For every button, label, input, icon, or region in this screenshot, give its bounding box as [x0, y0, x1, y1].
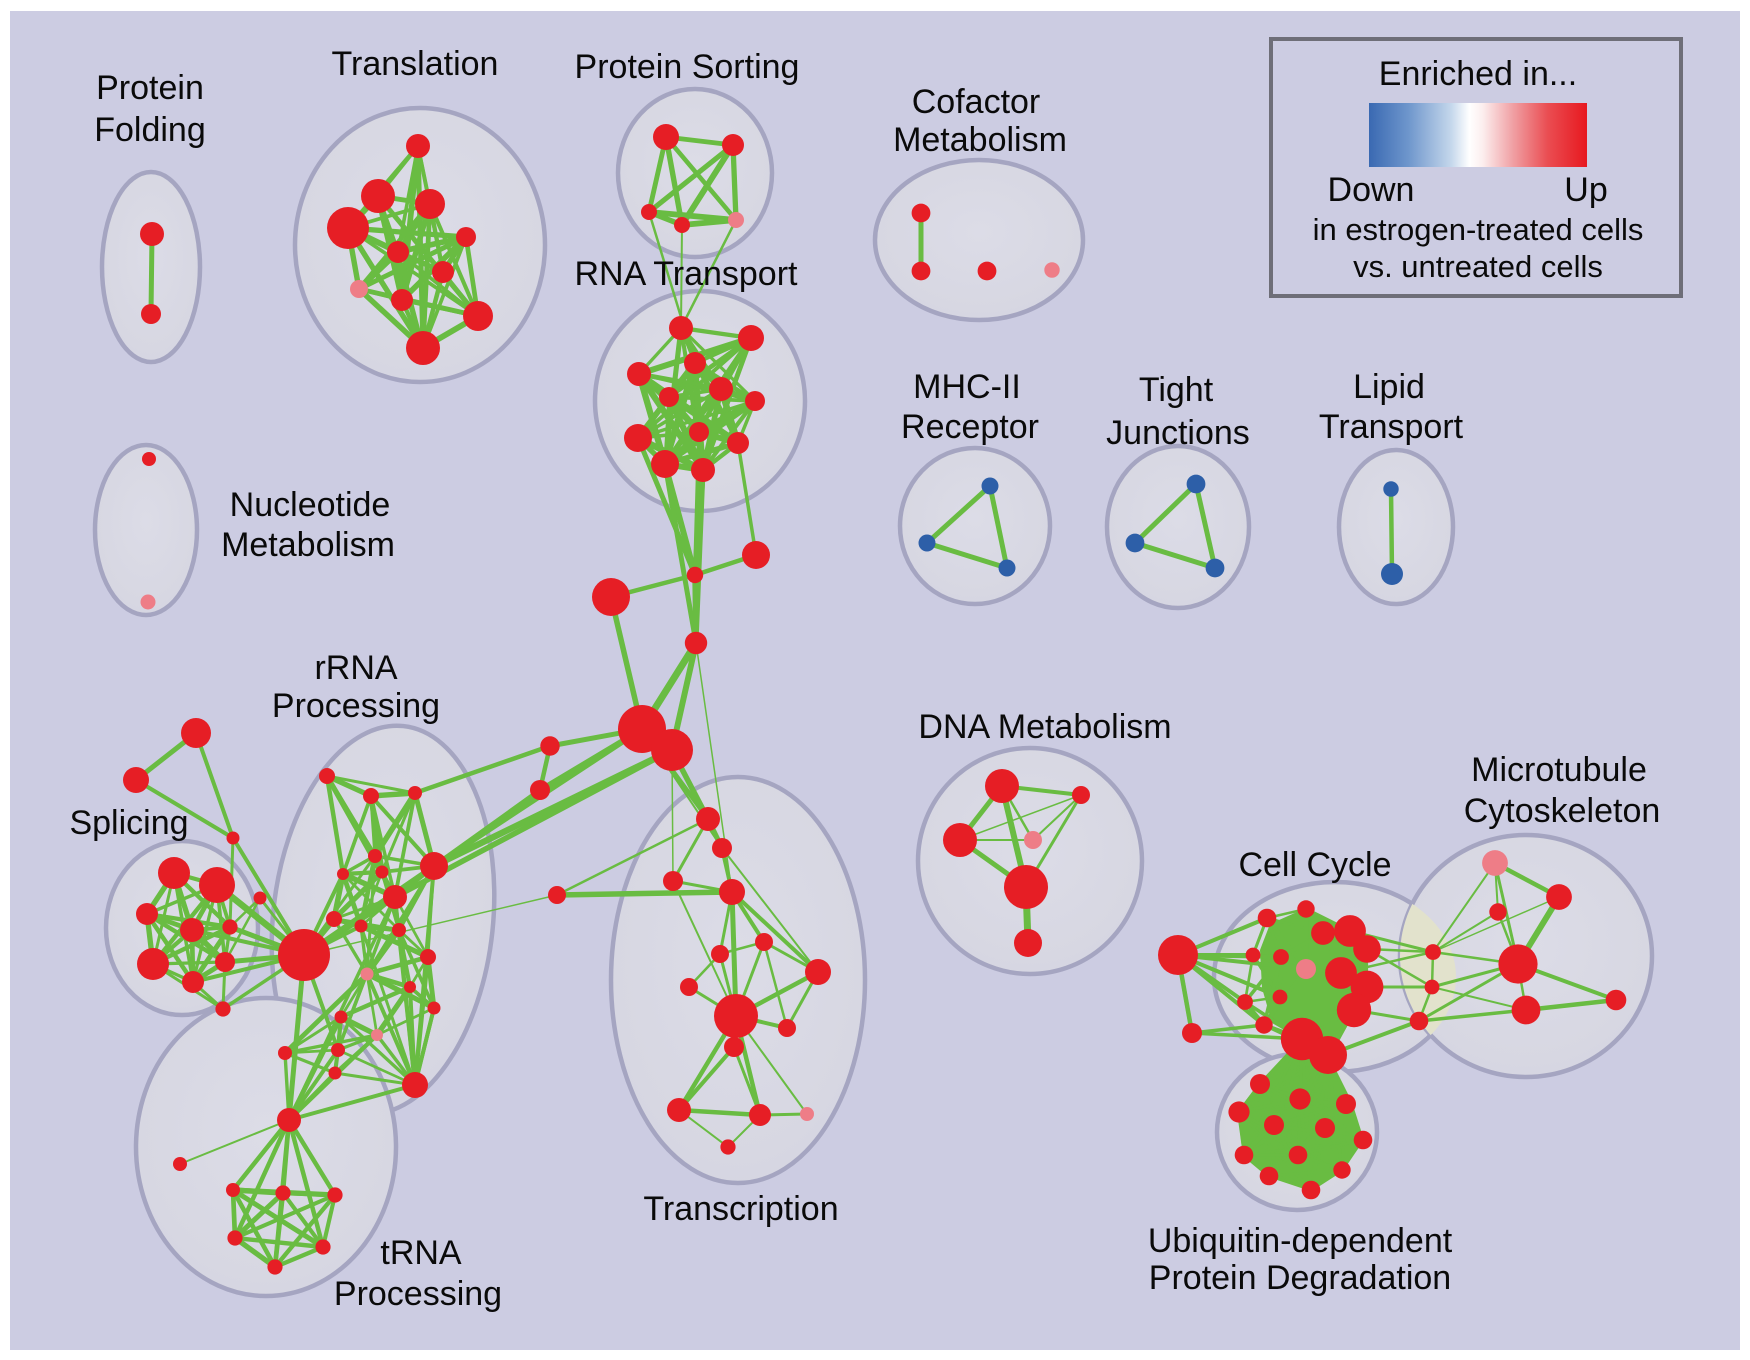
svg-text:Junctions: Junctions	[1106, 414, 1250, 452]
svg-text:rRNA: rRNA	[314, 649, 397, 687]
svg-text:vs. untreated cells: vs. untreated cells	[1353, 249, 1603, 284]
svg-text:DNA Metabolism: DNA Metabolism	[918, 708, 1171, 746]
svg-text:Microtubule: Microtubule	[1471, 751, 1647, 789]
svg-text:Cytoskeleton: Cytoskeleton	[1464, 792, 1661, 830]
svg-text:Protein Degradation: Protein Degradation	[1149, 1259, 1451, 1297]
svg-text:Processing: Processing	[334, 1275, 502, 1313]
svg-text:Nucleotide: Nucleotide	[230, 486, 391, 524]
svg-text:Receptor: Receptor	[901, 408, 1039, 446]
svg-text:Protein Sorting: Protein Sorting	[575, 48, 800, 86]
svg-text:Enriched in...: Enriched in...	[1379, 55, 1577, 93]
svg-text:RNA Transport: RNA Transport	[575, 255, 799, 293]
svg-text:Cofactor: Cofactor	[912, 83, 1041, 121]
svg-text:Metabolism: Metabolism	[893, 121, 1067, 159]
svg-text:Cell Cycle: Cell Cycle	[1238, 846, 1391, 884]
svg-text:Lipid: Lipid	[1353, 368, 1425, 406]
svg-text:Metabolism: Metabolism	[221, 526, 395, 564]
svg-text:Ubiquitin-dependent: Ubiquitin-dependent	[1148, 1222, 1453, 1260]
svg-text:Protein: Protein	[96, 69, 204, 107]
svg-text:Folding: Folding	[94, 111, 206, 149]
svg-text:Transcription: Transcription	[643, 1190, 838, 1228]
svg-text:Down: Down	[1328, 171, 1415, 209]
svg-text:tRNA: tRNA	[380, 1234, 462, 1272]
svg-text:Splicing: Splicing	[69, 804, 188, 842]
svg-text:Translation: Translation	[332, 45, 499, 83]
svg-text:MHC-II: MHC-II	[913, 368, 1021, 406]
svg-text:Tight: Tight	[1139, 371, 1214, 409]
svg-text:Transport: Transport	[1319, 408, 1464, 446]
svg-text:Processing: Processing	[272, 687, 440, 725]
svg-text:Up: Up	[1564, 171, 1607, 209]
svg-text:in estrogen-treated cells: in estrogen-treated cells	[1313, 212, 1644, 247]
